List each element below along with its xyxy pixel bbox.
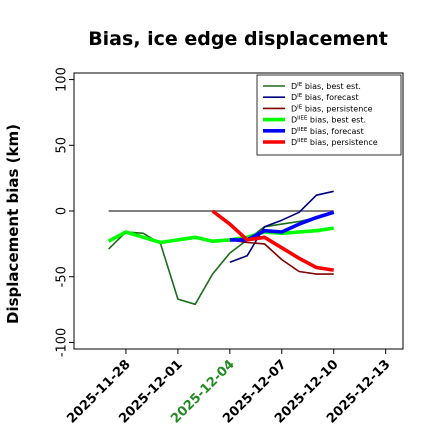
series-layer — [107, 190, 335, 306]
series-line-1 — [108, 211, 334, 306]
legend-label: DIIEE bias, best est. — [291, 116, 366, 125]
y-tick-label: 0 — [55, 207, 70, 215]
series-line-3 — [229, 239, 334, 275]
y-tick-label: 50 — [55, 137, 70, 154]
series-line-2 — [229, 190, 334, 264]
y-axis-ticks: 100 50 0 -50 -100 — [55, 67, 74, 358]
y-tick-label: 100 — [55, 67, 70, 92]
legend-label: DIE bias, best est. — [291, 82, 361, 91]
y-tick-label: -50 — [55, 266, 70, 287]
legend: DIE bias, best est. DIE bias, forecast DIE… — [256, 74, 402, 156]
x-axis-ticks: 2025-11-282025-12-012025-12-042025-12-07… — [64, 349, 394, 427]
chart-title: Bias, ice edge displacement — [88, 28, 388, 50]
y-axis-label: Displacement bias (km) — [4, 124, 22, 324]
series-line-6 — [211, 209, 334, 272]
y-tick-label: -100 — [55, 328, 70, 358]
legend-label: DIE bias, forecast — [291, 93, 359, 102]
legend-label: DIIEE bias, forecast — [291, 127, 364, 136]
legend-label: DIE bias, persistence — [291, 104, 373, 113]
series-line-4 — [107, 226, 334, 245]
legend-label: DIIEE bias, persistence — [291, 138, 378, 147]
